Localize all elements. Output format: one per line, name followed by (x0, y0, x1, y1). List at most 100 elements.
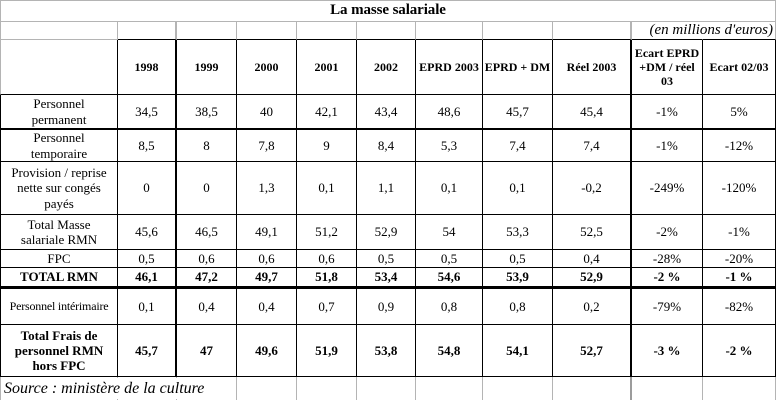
cell-value: 34,5 (118, 95, 177, 130)
cell-value: 7,8 (237, 130, 297, 162)
cell-value: 54,8 (416, 325, 483, 377)
column-header: 2000 (237, 40, 297, 95)
row-label: Personnel permanent (0, 95, 118, 130)
cell-value: 8 (177, 130, 237, 162)
column-header: Ecart 02/03 (703, 40, 776, 95)
cell-value: -1% (703, 215, 776, 250)
cell-value: 53,3 (483, 215, 553, 250)
cell-value: 1,1 (357, 162, 416, 215)
cell-value: -1% (632, 95, 703, 130)
cell-value: 0,6 (297, 250, 357, 268)
cell-value: 0,5 (416, 250, 483, 268)
column-header: Ecart EPRD +DM / réel 03 (632, 40, 703, 95)
cell-value: 47,2 (177, 268, 237, 289)
spacer-cell (553, 22, 632, 40)
cell-value: -2% (632, 215, 703, 250)
column-header: 2001 (297, 40, 357, 95)
cell-value: 53,4 (357, 268, 416, 289)
source-note: Source : ministère de la culture (4, 378, 205, 399)
column-header: EPRD + DM (483, 40, 553, 95)
cell-value: 51,9 (297, 325, 357, 377)
spacer-cell (483, 22, 553, 40)
cell-value: 0,7 (297, 289, 357, 325)
cell-value: 45,6 (118, 215, 177, 250)
cell-value: 0,8 (416, 289, 483, 325)
spacer-cell (357, 377, 416, 400)
spacer-cell (483, 377, 553, 400)
cell-value: -3 % (632, 325, 703, 377)
spacer-cell (237, 377, 297, 400)
cell-value: 45,7 (118, 325, 177, 377)
cell-value: 0,4 (553, 250, 632, 268)
cell-value: 43,4 (357, 95, 416, 130)
cell-value: 0,1 (297, 162, 357, 215)
cell-value: 0,1 (118, 289, 177, 325)
cell-value: 49,7 (237, 268, 297, 289)
source-note-cell: Source : ministère de la culture (0, 377, 205, 400)
spacer-cell (357, 22, 416, 40)
spacer-cell (177, 22, 237, 40)
cell-value: 0,6 (237, 250, 297, 268)
cell-value: 0,5 (483, 250, 553, 268)
spacer-cell (297, 22, 357, 40)
cell-value: 52,7 (553, 325, 632, 377)
cell-value: 9 (297, 130, 357, 162)
cell-value: 0 (118, 162, 177, 215)
row-label: TOTAL RMN (0, 268, 118, 289)
cell-value: 49,6 (237, 325, 297, 377)
cell-value: 48,6 (416, 95, 483, 130)
row-label: Personnel temporaire (0, 130, 118, 162)
cell-value: 52,9 (357, 215, 416, 250)
spacer-cell (632, 377, 703, 400)
cell-value: 0,1 (416, 162, 483, 215)
units-note: (en millions d'euros) (649, 22, 773, 39)
row-label: FPC (0, 250, 118, 268)
column-header: EPRD 2003 (416, 40, 483, 95)
spacer-cell (177, 377, 237, 400)
cell-value: 5% (703, 95, 776, 130)
column-header: 2002 (357, 40, 416, 95)
cell-value: 54 (416, 215, 483, 250)
cell-value: 51,2 (297, 215, 357, 250)
cell-value: 0,5 (357, 250, 416, 268)
cell-value: 47 (177, 325, 237, 377)
cell-value: 46,5 (177, 215, 237, 250)
spacer-cell (416, 22, 483, 40)
spacer-cell (297, 377, 357, 400)
cell-value: 0,9 (357, 289, 416, 325)
cell-value: 49,1 (237, 215, 297, 250)
cell-value: 54,6 (416, 268, 483, 289)
cell-value: 42,1 (297, 95, 357, 130)
cell-value: 1,3 (237, 162, 297, 215)
spacer-cell (416, 377, 483, 400)
cell-value: 45,7 (483, 95, 553, 130)
cell-value: 7,4 (553, 130, 632, 162)
cell-value: 0,4 (177, 289, 237, 325)
column-header: Réel 2003 (553, 40, 632, 95)
spacer-cell (703, 377, 776, 400)
cell-value: 0,1 (483, 162, 553, 215)
cell-value: -2 % (632, 268, 703, 289)
cell-value: -28% (632, 250, 703, 268)
spacer-cell (553, 377, 632, 400)
cell-value: -79% (632, 289, 703, 325)
row-label: Personnel intérimaire (0, 289, 118, 325)
header-corner (0, 40, 118, 95)
cell-value: 53,9 (483, 268, 553, 289)
row-label: Total Frais de personnel RMN hors FPC (0, 325, 118, 377)
units-note-cell: (en millions d'euros) (649, 22, 776, 40)
cell-value: 45,4 (553, 95, 632, 130)
cell-value: 38,5 (177, 95, 237, 130)
cell-value: 53,8 (357, 325, 416, 377)
cell-value: 52,5 (553, 215, 632, 250)
column-header: 1999 (177, 40, 237, 95)
cell-value: 54,1 (483, 325, 553, 377)
spacer-cell (237, 22, 297, 40)
cell-value: 0,6 (177, 250, 237, 268)
cell-value: -1% (632, 130, 703, 162)
cell-value: 8,5 (118, 130, 177, 162)
cell-value: 46,1 (118, 268, 177, 289)
cell-value: 0,8 (483, 289, 553, 325)
column-header: 1998 (118, 40, 177, 95)
